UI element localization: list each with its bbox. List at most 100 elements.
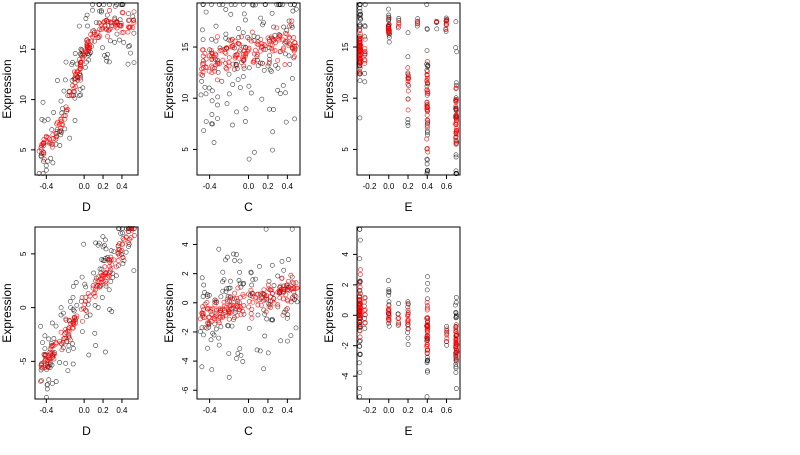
y-axis-title: Expression [322, 59, 336, 118]
observed-point [39, 378, 44, 383]
fitted-point [90, 285, 96, 291]
observed-point [415, 16, 421, 22]
observed-point [357, 385, 362, 391]
observed-point [103, 237, 108, 243]
fitted-point [256, 297, 262, 303]
fitted-point [131, 233, 137, 238]
fitted-point [212, 316, 218, 322]
fitted-point [246, 47, 252, 53]
observed-point [70, 341, 75, 347]
fitted-point [102, 278, 108, 284]
observed-point [358, 16, 364, 22]
fitted-point [126, 25, 132, 30]
fitted-point [453, 96, 459, 102]
y-tick-label: 10 [181, 93, 190, 102]
observed-point [357, 338, 363, 343]
observed-point [386, 6, 391, 12]
observed-point [254, 57, 260, 63]
observed-point [199, 78, 205, 84]
observed-point [102, 53, 107, 58]
fitted-point [424, 123, 430, 129]
fitted-point [53, 136, 59, 142]
fitted-point [86, 42, 92, 48]
observed-point [281, 267, 287, 273]
observed-point [112, 3, 118, 9]
observed-point [118, 231, 124, 236]
fitted-point [238, 312, 244, 318]
observed-point [254, 347, 260, 353]
observed-point [424, 83, 430, 89]
observed-point [289, 23, 295, 28]
fitted-point [70, 83, 76, 88]
observed-point [362, 34, 368, 40]
observed-point [234, 355, 239, 361]
observed-point [213, 23, 219, 29]
observed-point [229, 323, 235, 329]
y-tick-label: 0 [19, 305, 28, 310]
observed-point [225, 293, 231, 299]
observed-point [292, 116, 297, 122]
observed-point [218, 294, 224, 300]
fitted-point [78, 306, 84, 312]
observed-point [70, 307, 76, 312]
x-tick-label: -0.4 [39, 406, 53, 415]
fitted-point [86, 39, 92, 44]
fitted-point [251, 59, 257, 65]
observed-point [357, 115, 363, 121]
fitted-point [209, 63, 215, 69]
observed-point [223, 289, 229, 294]
fitted-point [123, 234, 129, 240]
fitted-point [405, 326, 411, 332]
fitted-point [229, 36, 235, 42]
fitted-point [116, 241, 122, 247]
fitted-point [86, 297, 92, 303]
fitted-point [93, 286, 99, 292]
observed-point [288, 299, 294, 305]
fitted-point [230, 44, 236, 50]
observed-point [267, 53, 272, 58]
fitted-point [223, 50, 229, 56]
fitted-point [212, 51, 218, 57]
observed-point [237, 85, 243, 90]
observed-point [44, 382, 50, 388]
fitted-point [118, 23, 124, 29]
fitted-point [279, 275, 285, 281]
observed-point [405, 120, 411, 126]
observed-point [70, 283, 76, 289]
fitted-point [241, 63, 247, 69]
observed-point [215, 94, 221, 100]
fitted-point [444, 339, 449, 345]
observed-point [112, 15, 118, 21]
fitted-point [74, 313, 80, 319]
observed-point [242, 119, 248, 124]
observed-point [283, 90, 288, 96]
fitted-point [405, 311, 411, 317]
fitted-point [91, 291, 97, 297]
fitted-point [98, 22, 104, 28]
observed-point [217, 2, 222, 7]
fitted-point [444, 336, 450, 342]
fitted-point [200, 53, 206, 59]
fitted-point [283, 38, 288, 44]
observed-point [201, 332, 206, 338]
observed-point [83, 284, 89, 290]
observed-point [357, 256, 362, 262]
fitted-point [246, 299, 252, 305]
fitted-point [425, 90, 431, 96]
y-tick-label: -4 [341, 372, 350, 380]
observed-point [425, 296, 430, 302]
x-axis-title: E [404, 200, 412, 214]
fitted-point [226, 316, 232, 322]
fitted-point [424, 112, 430, 118]
fitted-point [226, 55, 232, 61]
observed-point [76, 93, 82, 98]
fitted-point [119, 10, 125, 15]
fitted-point [44, 364, 50, 370]
observed-point [223, 7, 229, 12]
observed-point [424, 287, 430, 293]
fitted-point [357, 271, 363, 277]
observed-point [209, 121, 214, 127]
observed-point [424, 156, 430, 162]
fitted-point [287, 23, 293, 29]
observed-point [212, 297, 218, 303]
